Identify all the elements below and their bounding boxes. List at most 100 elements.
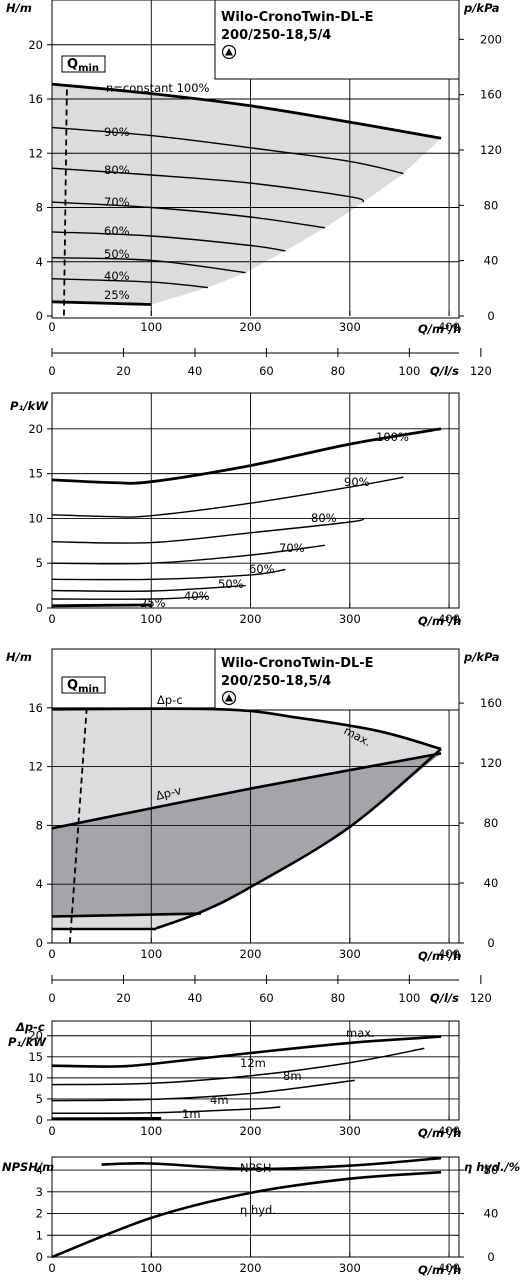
speed-label-40%: 40% bbox=[104, 269, 130, 283]
tick-label: 20 bbox=[28, 1029, 43, 1043]
q-axis-label: Q/m³/h bbox=[418, 614, 461, 628]
tick-label: 0 bbox=[36, 309, 43, 323]
tick-label: 40 bbox=[484, 1207, 499, 1221]
tick-label: 120 bbox=[470, 991, 492, 1005]
tick-label: 0 bbox=[48, 612, 55, 626]
ls-axis-bottom: Q/l/s 0 20 40 60 80 100 120 bbox=[48, 975, 492, 1005]
tick-label: 60 bbox=[259, 364, 274, 378]
tick-label: 20 bbox=[28, 38, 43, 52]
tick-label: 120 bbox=[480, 756, 502, 770]
curve-3 bbox=[51, 201, 326, 229]
pump-size: 200/250-18,5/4 bbox=[221, 674, 331, 689]
tick-label: 60 bbox=[259, 991, 274, 1005]
pump-model: Wilo-CronoTwin-DL-E bbox=[221, 10, 374, 25]
tick-label: 200 bbox=[240, 612, 262, 626]
pump-triangle-icon bbox=[221, 690, 237, 706]
p4-label-8m: 8m bbox=[283, 1069, 302, 1083]
eta-label: η hyd. bbox=[240, 1203, 276, 1217]
power-control-curve-3 bbox=[51, 1106, 281, 1115]
tick-label: 0 bbox=[36, 936, 43, 950]
power-labels: 100% 90% 80% 70% 60% 50% 40% 25% bbox=[140, 430, 409, 610]
plot-frame bbox=[51, 0, 460, 319]
chart-npsh-eta: NPSH η hyd. 0 1 2 3 4 0 40 80 0 100 200 300 400 NP… bbox=[2, 1156, 520, 1277]
tick-label: 0 bbox=[48, 1124, 55, 1138]
tick-label: 100 bbox=[140, 612, 162, 626]
p4-label-4m: 4m bbox=[210, 1093, 229, 1107]
power-control-curve-2 bbox=[51, 1079, 355, 1102]
tick-label: 8 bbox=[36, 818, 43, 832]
tick-label: 0 bbox=[48, 1261, 55, 1275]
npsh-label: NPSH bbox=[240, 1161, 272, 1175]
chart-power-control: max. 12m 8m 4m 1m 0 5 10 15 20 0 100 200 300 400… bbox=[8, 1020, 461, 1140]
curve-5 bbox=[51, 257, 246, 274]
chart-power-speed: 100% 90% 80% 70% 60% 50% 40% 25% 0 5 10 15 20 0 100 2… bbox=[10, 392, 461, 628]
tick-label: 4 bbox=[36, 1163, 43, 1177]
power-control-curves bbox=[51, 1035, 442, 1120]
tick-label: 100 bbox=[140, 320, 162, 334]
tick-label: 100 bbox=[398, 991, 420, 1005]
pump-triangle-icon bbox=[221, 44, 237, 60]
tick-label: 0 bbox=[48, 991, 55, 1005]
p4-label-12m: 12m bbox=[240, 1056, 266, 1070]
tick-label: 200 bbox=[240, 947, 262, 961]
npsh-eta-curves bbox=[51, 1156, 442, 1259]
qmin-q: Q bbox=[67, 678, 78, 693]
power-label-100%: 100% bbox=[376, 430, 409, 444]
title-box: Wilo-CronoTwin-DL-E 200/250-18,5/4 bbox=[214, 0, 460, 80]
tick-label: 0 bbox=[487, 936, 494, 950]
tick-label: 8 bbox=[36, 201, 43, 215]
power-control-curve-1 bbox=[51, 1047, 425, 1086]
tick-label: 16 bbox=[28, 92, 43, 106]
qmin-box bbox=[61, 676, 106, 694]
p-ticks: 0 40 80 120 160 bbox=[459, 696, 502, 950]
tick-label: 160 bbox=[480, 88, 502, 102]
h-ticks: 0 4 8 12 16 20 bbox=[28, 38, 52, 323]
tick-label: 400 bbox=[438, 1261, 460, 1275]
h-axis-label: H/m bbox=[6, 1, 32, 15]
tick-label: 5 bbox=[36, 556, 43, 570]
tick-label: 20 bbox=[116, 991, 131, 1005]
tick-label: 12 bbox=[28, 760, 43, 774]
curve-7 bbox=[51, 603, 152, 608]
curve-3 bbox=[51, 544, 326, 565]
p1-ticks: 0 5 10 15 20 bbox=[28, 422, 52, 615]
control-curve-3 bbox=[51, 912, 201, 918]
power-label-40%: 40% bbox=[184, 589, 210, 603]
tick-label: 40 bbox=[484, 876, 499, 890]
q-axis-label: Q/m³/h bbox=[418, 1263, 461, 1277]
speed-label-25%: 25% bbox=[104, 288, 130, 302]
q-ticks: 0 100 200 300 400 bbox=[48, 1252, 460, 1275]
tick-label: 0 bbox=[36, 1250, 43, 1264]
eta-ticks: 0 40 80 bbox=[459, 1163, 498, 1264]
tick-label: 0 bbox=[48, 320, 55, 334]
tick-label: 80 bbox=[331, 364, 346, 378]
tick-label: 400 bbox=[438, 947, 460, 961]
p-axis-label: p/kPa bbox=[463, 1, 500, 15]
p1-ticks: 0 5 10 15 20 bbox=[28, 1029, 52, 1127]
tick-label: 12 bbox=[28, 146, 43, 160]
curve-4 bbox=[51, 231, 286, 252]
tick-label: 200 bbox=[240, 320, 262, 334]
qmin-q: Q bbox=[67, 57, 78, 72]
tick-label: 10 bbox=[28, 511, 43, 525]
ls-axis-label: Q/l/s bbox=[430, 991, 459, 1005]
tick-label: 4 bbox=[36, 877, 43, 891]
tick-label: 400 bbox=[438, 1124, 460, 1138]
tick-label: 0 bbox=[487, 309, 494, 323]
tick-label: 100 bbox=[140, 1124, 162, 1138]
tick-label: 10 bbox=[28, 1071, 43, 1085]
tick-label: 300 bbox=[339, 1124, 361, 1138]
tick-label: 40 bbox=[188, 364, 203, 378]
power-label-90%: 90% bbox=[344, 475, 370, 489]
h-axis-label: H/m bbox=[6, 650, 32, 664]
speed-curves bbox=[51, 82, 442, 306]
tick-label: 0 bbox=[36, 601, 43, 615]
tick-label: 16 bbox=[28, 701, 43, 715]
tick-label: 15 bbox=[28, 467, 43, 481]
tick-label: 300 bbox=[339, 1261, 361, 1275]
plot-frame bbox=[51, 1156, 460, 1258]
speed-label-80%: 80% bbox=[104, 163, 130, 177]
pump-model: Wilo-CronoTwin-DL-E bbox=[221, 656, 374, 671]
tick-label: 0 bbox=[48, 364, 55, 378]
control-curve-0 bbox=[51, 707, 442, 751]
